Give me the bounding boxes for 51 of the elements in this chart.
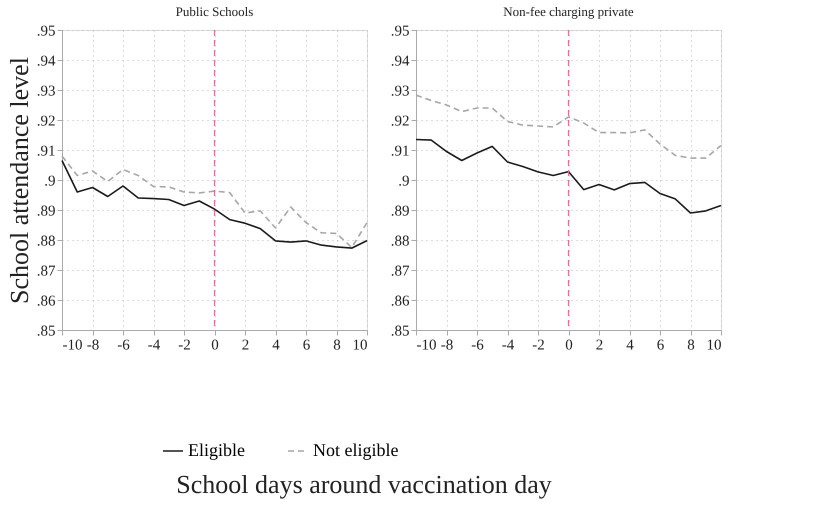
line-series — [415, 138, 722, 214]
x-tick-label: -8 — [86, 338, 100, 354]
y-tick-label: .86 — [390, 294, 410, 310]
x-tick-label: 4 — [626, 338, 634, 354]
y-tick-label: .85 — [390, 324, 410, 340]
y-tick-label: .91 — [390, 144, 410, 160]
x-tick-label: 0 — [565, 338, 573, 354]
x-tick-label: 4 — [272, 338, 280, 354]
x-tick-label: -10 — [62, 338, 82, 354]
legend-label: Not eligible — [313, 440, 398, 460]
chart-title: Non-fee charging private — [503, 4, 634, 19]
y-tick-label: .89 — [36, 204, 56, 220]
x-axis-title: School days around vaccination day — [176, 470, 552, 499]
y-tick-label: .87 — [390, 264, 410, 280]
x-tick-label: 2 — [242, 338, 250, 354]
y-tick-label: .91 — [36, 144, 56, 160]
x-tick-label: -4 — [148, 338, 161, 354]
y-tick-label: .88 — [390, 234, 410, 250]
x-tick-label: -6 — [117, 338, 130, 354]
x-tick-label: 6 — [656, 338, 665, 354]
y-tick-label: .9 — [44, 174, 56, 190]
y-tick-label: .89 — [390, 204, 410, 220]
x-tick-label: -10 — [416, 338, 436, 354]
y-tick-label: .94 — [36, 54, 56, 70]
y-tick-label: .95 — [390, 24, 410, 40]
x-tick-label: 0 — [211, 338, 219, 354]
y-tick-label: .93 — [390, 84, 410, 100]
x-tick-label: -8 — [440, 338, 454, 354]
x-tick-label: 10 — [706, 338, 722, 354]
y-tick-label: .88 — [36, 234, 56, 250]
x-tick-label: 6 — [302, 338, 311, 354]
x-tick-label: 8 — [333, 338, 341, 354]
chart-title: Public Schools — [176, 4, 254, 19]
x-tick-label: -2 — [532, 338, 545, 354]
y-tick-label: .93 — [36, 84, 56, 100]
y-tick-label: .94 — [390, 54, 410, 70]
x-tick-label: 2 — [596, 338, 604, 354]
x-tick-label: -2 — [178, 338, 191, 354]
y-tick-label: .9 — [398, 174, 410, 190]
y-tick-label: .92 — [36, 114, 56, 130]
y-tick-label: .92 — [390, 114, 410, 130]
y-tick-label: .85 — [36, 324, 56, 340]
x-tick-label: -6 — [471, 338, 484, 354]
x-tick-label: 8 — [687, 338, 695, 354]
y-axis-title: School attendance level — [4, 57, 34, 304]
y-tick-label: .86 — [36, 294, 56, 310]
legend-label: Eligible — [188, 440, 245, 460]
x-tick-label: 10 — [352, 338, 368, 354]
y-tick-label: .95 — [36, 24, 56, 40]
y-tick-label: .87 — [36, 264, 56, 280]
x-tick-label: -4 — [502, 338, 515, 354]
